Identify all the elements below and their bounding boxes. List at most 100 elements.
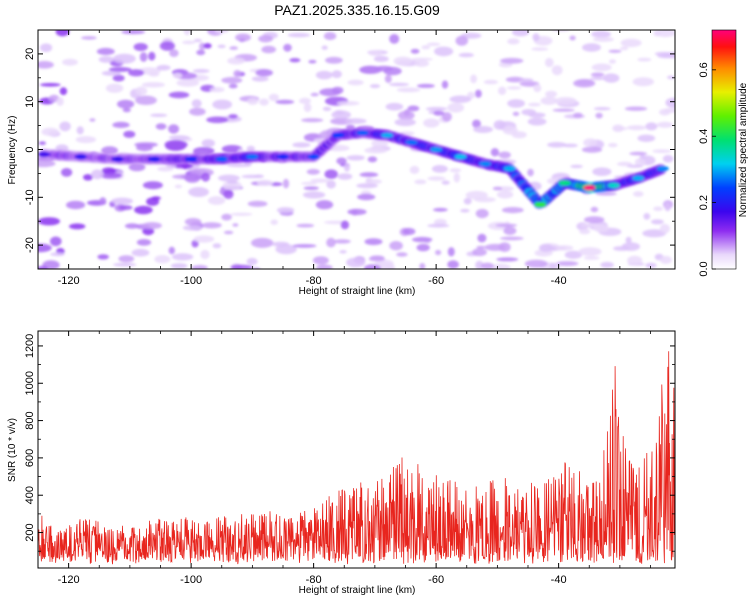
spectrogram-noise-cell bbox=[367, 156, 378, 163]
spectrogram-noise-cell bbox=[368, 256, 386, 262]
spectrogram-noise-cell bbox=[292, 244, 317, 248]
snr-ylabel: SNR (10 * v/v) bbox=[7, 418, 18, 482]
spectrogram-noise-cell bbox=[624, 106, 648, 111]
spectrogram-noise-cell bbox=[201, 139, 215, 148]
spectrogram-noise-cell bbox=[275, 244, 297, 255]
spectrogram-noise-cell bbox=[532, 33, 540, 41]
spectrogram-noise-cell bbox=[581, 146, 603, 153]
spectrogram-noise-cell bbox=[385, 102, 404, 111]
spectrogram-noise-cell bbox=[608, 49, 622, 53]
spectrogram-noise-cell bbox=[118, 205, 133, 211]
spectrogram-noise-cell bbox=[193, 235, 215, 243]
spectrogram-noise-cell bbox=[256, 179, 274, 186]
spectrogram-noise-cell bbox=[316, 264, 333, 269]
spectrogram-noise-cell bbox=[633, 191, 644, 197]
spectrogram-noise-cell bbox=[301, 118, 324, 123]
spectrogram-noise-cell bbox=[423, 118, 440, 128]
spectrogram-noise-cell bbox=[407, 105, 420, 112]
y-tick-label: 20 bbox=[24, 48, 36, 60]
spectrogram-noise-cell bbox=[661, 52, 675, 59]
spectrogram-noise-cell bbox=[499, 236, 524, 241]
spectrogram-noise-cell bbox=[142, 222, 162, 230]
spectrogram-noise-cell bbox=[480, 262, 494, 269]
spectrogram-noise-cell bbox=[97, 254, 109, 260]
spectrogram-noise-cell bbox=[590, 72, 605, 77]
spectrogram-noise-cell bbox=[347, 79, 364, 86]
spectrogram-noise-cell bbox=[259, 98, 269, 106]
spectrogram-noise-cell bbox=[303, 103, 312, 113]
spectrogram-noise-cell bbox=[99, 197, 107, 205]
colorbar-gradient bbox=[711, 29, 737, 270]
spectrogram-noise-cell bbox=[217, 44, 226, 49]
spectrogram-noise-cell bbox=[253, 174, 264, 179]
spectrogram-noise-cell bbox=[223, 189, 234, 199]
spectrogram-noise-cell bbox=[593, 224, 610, 233]
spectrogram-noise-cell bbox=[326, 237, 336, 248]
spectrogram-noise-cell bbox=[579, 228, 591, 235]
spectrogram-noise-cell bbox=[61, 168, 73, 177]
spectrogram-noise-cell bbox=[321, 45, 328, 50]
spectrogram-noise-cell bbox=[634, 158, 646, 167]
spectrogram-noise-cell bbox=[427, 176, 446, 181]
spectrogram-noise-cell bbox=[414, 179, 427, 185]
spectrogram-noise-cell bbox=[433, 110, 445, 116]
spectrogram-noise-cell bbox=[169, 49, 179, 57]
spectrogram-noise-cell bbox=[507, 99, 525, 108]
spectrogram-noise-cell bbox=[573, 112, 583, 119]
spectrogram-noise-cell bbox=[414, 60, 430, 67]
spectrogram-noise-cell bbox=[69, 223, 86, 230]
spectrogram-noise-cell bbox=[427, 223, 450, 228]
spectrogram-xlabel: Height of straight line (km) bbox=[299, 286, 416, 297]
spectrogram-noise-cell bbox=[247, 97, 259, 105]
colorbar-tick-label: 0.4 bbox=[698, 129, 710, 144]
spectrogram-noise-cell bbox=[56, 97, 64, 106]
spectrogram-noise-cell bbox=[168, 246, 175, 255]
spectrogram-noise-cell bbox=[667, 75, 675, 80]
spectrogram-noise-cell bbox=[659, 255, 672, 264]
spectrogram-noise-cell bbox=[583, 256, 600, 260]
spectrogram-noise-cell bbox=[66, 200, 86, 210]
spectrogram-noise-cell bbox=[98, 56, 114, 63]
spectrogram-noise-cell bbox=[223, 230, 234, 235]
spectrogram-noise-cell bbox=[637, 134, 656, 142]
spectrogram-noise-cell bbox=[533, 84, 542, 93]
spectrogram-noise-cell bbox=[441, 180, 450, 185]
spectrogram-noise-cell bbox=[389, 34, 400, 44]
spectrogram-noise-cell bbox=[629, 151, 648, 156]
spectrogram-noise-cell bbox=[498, 151, 511, 159]
spectrogram-noise-cell bbox=[501, 207, 524, 214]
spectrogram-noise-cell bbox=[209, 86, 225, 93]
spectrogram-noise-cell bbox=[38, 160, 56, 168]
spectrogram-noise-cell bbox=[498, 242, 511, 253]
spectrogram-noise-cell bbox=[322, 106, 332, 111]
x-tick-label: -100 bbox=[180, 574, 202, 586]
spectrogram-noise-cell bbox=[111, 197, 133, 205]
spectrogram-noise-cell bbox=[312, 256, 329, 265]
spectrogram-noise-cell bbox=[113, 53, 136, 64]
spectrogram-noise-cell bbox=[200, 249, 210, 260]
spectrogram-ridge-peak bbox=[534, 201, 547, 208]
x-tick-label: -60 bbox=[428, 275, 444, 287]
spectrogram-noise-cell bbox=[472, 248, 487, 257]
spectrogram-noise-cell bbox=[268, 93, 279, 102]
spectrogram-noise-cell bbox=[393, 56, 413, 66]
spectrogram-noise-cell bbox=[540, 96, 558, 105]
spectrogram-noise-cell bbox=[632, 77, 654, 87]
spectrogram-ridge-peak bbox=[607, 182, 620, 188]
spectrogram-noise-cell bbox=[664, 202, 671, 212]
spectrogram-noise-cell bbox=[346, 155, 365, 161]
spectrogram-noise-cell bbox=[460, 208, 470, 213]
colorbar-tick-label: 0.2 bbox=[698, 195, 710, 210]
spectrogram-noise-cell bbox=[394, 118, 416, 127]
spectrogram-noise-cell bbox=[412, 236, 433, 243]
spectrogram-noise-cell bbox=[502, 125, 518, 135]
spectrogram-noise-cell bbox=[230, 212, 253, 216]
spectrogram-noise-cell bbox=[89, 118, 96, 122]
spectrogram-noise-cell bbox=[475, 89, 482, 98]
spectrogram-noise-cell bbox=[326, 180, 336, 189]
spectrogram-noise-cell bbox=[159, 41, 175, 51]
spectrogram-noise-cell bbox=[472, 119, 481, 128]
snr-line bbox=[38, 351, 675, 565]
spectrogram-noise-cell bbox=[659, 108, 671, 116]
